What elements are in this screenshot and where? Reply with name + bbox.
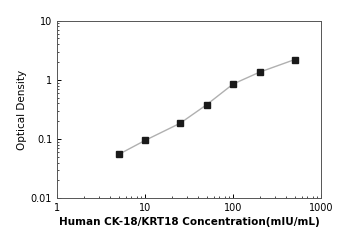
Y-axis label: Optical Density: Optical Density xyxy=(17,70,27,150)
X-axis label: Human CK-18/KRT18 Concentration(mIU/mL): Human CK-18/KRT18 Concentration(mIU/mL) xyxy=(59,217,320,227)
